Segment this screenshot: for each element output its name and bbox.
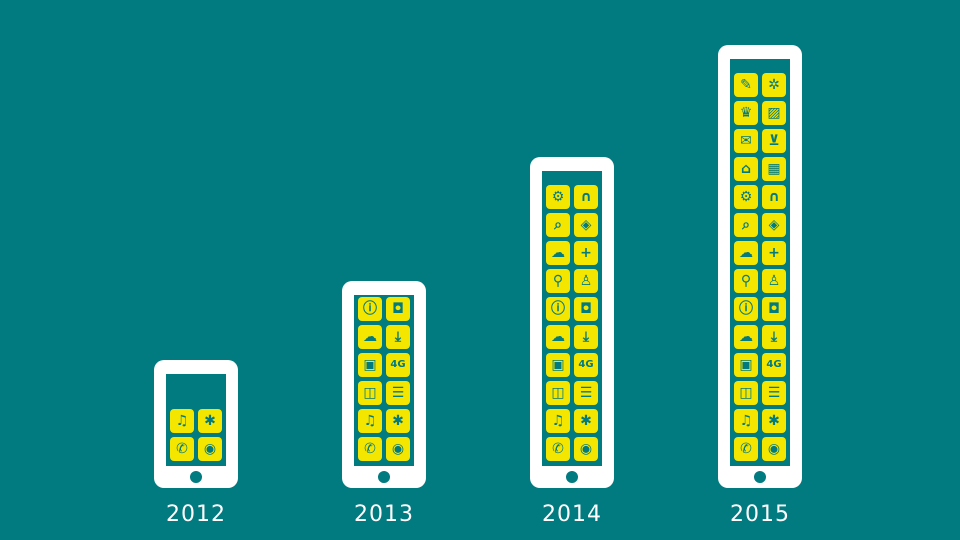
news-icon[interactable]: ☰ [574, 381, 598, 405]
chat-icon[interactable]: ☁ [358, 325, 382, 349]
news-icon[interactable]: ☰ [762, 381, 786, 405]
download-icon[interactable]: ⤓ [574, 325, 598, 349]
year-label-2013: 2013 [354, 502, 414, 527]
gamepad-icon[interactable]: ◉ [574, 437, 598, 461]
phone-icon[interactable]: ✆ [170, 437, 194, 461]
app-grid: ✎ ✲ ♛ ▨ ✉ ⊻ ⌂ ▦ ⚙ ∩ ⌕ ◈ ☁ + ⚲ ♙ ⓘ ◘ ☁ ⤓ ▣ 4G ◫ ☰ ♫ ✱ ✆ ◉ [734, 73, 786, 461]
lightbulb-icon[interactable]: ✱ [574, 409, 598, 433]
home-button [378, 471, 390, 483]
gamepad-icon[interactable]: ◉ [762, 437, 786, 461]
app-tile-label[interactable]: 4G [386, 353, 410, 377]
info-icon[interactable]: ⓘ [358, 297, 382, 321]
headphones-icon[interactable]: ∩ [762, 185, 786, 209]
phone-screen: ✎ ✲ ♛ ▨ ✉ ⊻ ⌂ ▦ ⚙ ∩ ⌕ ◈ ☁ + ⚲ ♙ ⓘ ◘ ☁ ⤓ ▣ 4G ◫ ☰ ♫ ✱ ✆ ◉ [730, 59, 790, 466]
app-tile-label[interactable]: 4G [574, 353, 598, 377]
phone-2014: ⚙ ∩ ⌕ ◈ ☁ + ⚲ ♙ ⓘ ◘ ☁ ⤓ ▣ 4G ◫ ☰ ♫ ✱ ✆ ◉ [530, 157, 614, 488]
plus-icon[interactable]: + [762, 241, 786, 265]
gear-icon[interactable]: ⚙ [546, 185, 570, 209]
lightbulb-icon[interactable]: ✱ [762, 409, 786, 433]
phone-screen: ⚙ ∩ ⌕ ◈ ☁ + ⚲ ♙ ⓘ ◘ ☁ ⤓ ▣ 4G ◫ ☰ ♫ ✱ ✆ ◉ [542, 171, 602, 466]
shopping-bag-icon[interactable]: ◫ [358, 381, 382, 405]
location-pin-icon[interactable]: ⚲ [734, 269, 758, 293]
gamepad-icon[interactable]: ◉ [386, 437, 410, 461]
phone-icon[interactable]: ✆ [546, 437, 570, 461]
app-grid: ♫ ✱ ✆ ◉ [170, 409, 222, 461]
phone-2013: ⓘ ◘ ☁ ⤓ ▣ 4G ◫ ☰ ♫ ✱ ✆ ◉ [342, 281, 426, 488]
download-icon[interactable]: ⤓ [386, 325, 410, 349]
phone-screen: ♫ ✱ ✆ ◉ [166, 374, 226, 466]
basket-icon[interactable]: ⊻ [762, 129, 786, 153]
home-button [190, 471, 202, 483]
shopping-bag-icon[interactable]: ◫ [546, 381, 570, 405]
image-icon[interactable]: ▨ [762, 101, 786, 125]
plus-icon[interactable]: + [574, 241, 598, 265]
news-icon[interactable]: ☰ [386, 381, 410, 405]
music-icon[interactable]: ♫ [358, 409, 382, 433]
graduation-cap-icon[interactable]: ♛ [734, 101, 758, 125]
pencil-icon[interactable]: ✎ [734, 73, 758, 97]
lightbulb-icon[interactable]: ✱ [198, 409, 222, 433]
search-icon[interactable]: ⌕ [734, 213, 758, 237]
home-icon[interactable]: ⌂ [734, 157, 758, 181]
text-box-icon[interactable]: ▣ [546, 353, 570, 377]
cloud-icon[interactable]: ☁ [546, 241, 570, 265]
app-tile-label[interactable]: 4G [762, 353, 786, 377]
year-label-2014: 2014 [542, 502, 602, 527]
music-icon[interactable]: ♫ [170, 409, 194, 433]
app-grid: ⚙ ∩ ⌕ ◈ ☁ + ⚲ ♙ ⓘ ◘ ☁ ⤓ ▣ 4G ◫ ☰ ♫ ✱ ✆ ◉ [546, 185, 598, 461]
chat-icon[interactable]: ☁ [546, 325, 570, 349]
home-button [566, 471, 578, 483]
gamepad-icon[interactable]: ◉ [198, 437, 222, 461]
lightbulb-icon[interactable]: ✱ [386, 409, 410, 433]
camera-icon[interactable]: ◘ [762, 297, 786, 321]
phone-icon[interactable]: ✆ [358, 437, 382, 461]
phone-screen: ⓘ ◘ ☁ ⤓ ▣ 4G ◫ ☰ ♫ ✱ ✆ ◉ [354, 295, 414, 466]
year-label-2015: 2015 [730, 502, 790, 527]
phone-2015: ✎ ✲ ♛ ▨ ✉ ⊻ ⌂ ▦ ⚙ ∩ ⌕ ◈ ☁ + ⚲ ♙ ⓘ ◘ ☁ ⤓ ▣ 4G ◫ ☰ ♫ ✱ ✆ ◉ [718, 45, 802, 488]
home-button [754, 471, 766, 483]
year-label-2012: 2012 [166, 502, 226, 527]
text-box-icon[interactable]: ▣ [358, 353, 382, 377]
download-icon[interactable]: ⤓ [762, 325, 786, 349]
phone-2012: ♫ ✱ ✆ ◉ [154, 360, 238, 488]
search-icon[interactable]: ⌕ [546, 213, 570, 237]
info-icon[interactable]: ⓘ [546, 297, 570, 321]
phone-icon[interactable]: ✆ [734, 437, 758, 461]
contact-icon[interactable]: ♙ [574, 269, 598, 293]
map-icon[interactable]: ◈ [762, 213, 786, 237]
network-icon[interactable]: ✲ [762, 73, 786, 97]
chat-icon[interactable]: ☁ [734, 325, 758, 349]
contact-icon[interactable]: ♙ [762, 269, 786, 293]
info-icon[interactable]: ⓘ [734, 297, 758, 321]
shopping-bag-icon[interactable]: ◫ [734, 381, 758, 405]
music-icon[interactable]: ♫ [734, 409, 758, 433]
cloud-icon[interactable]: ☁ [734, 241, 758, 265]
text-box-icon[interactable]: ▣ [734, 353, 758, 377]
mail-icon[interactable]: ✉ [734, 129, 758, 153]
camera-icon[interactable]: ◘ [574, 297, 598, 321]
app-grid: ⓘ ◘ ☁ ⤓ ▣ 4G ◫ ☰ ♫ ✱ ✆ ◉ [358, 297, 410, 461]
map-icon[interactable]: ◈ [574, 213, 598, 237]
camera-icon[interactable]: ◘ [386, 297, 410, 321]
calendar-icon[interactable]: ▦ [762, 157, 786, 181]
music-icon[interactable]: ♫ [546, 409, 570, 433]
location-pin-icon[interactable]: ⚲ [546, 269, 570, 293]
gear-icon[interactable]: ⚙ [734, 185, 758, 209]
headphones-icon[interactable]: ∩ [574, 185, 598, 209]
